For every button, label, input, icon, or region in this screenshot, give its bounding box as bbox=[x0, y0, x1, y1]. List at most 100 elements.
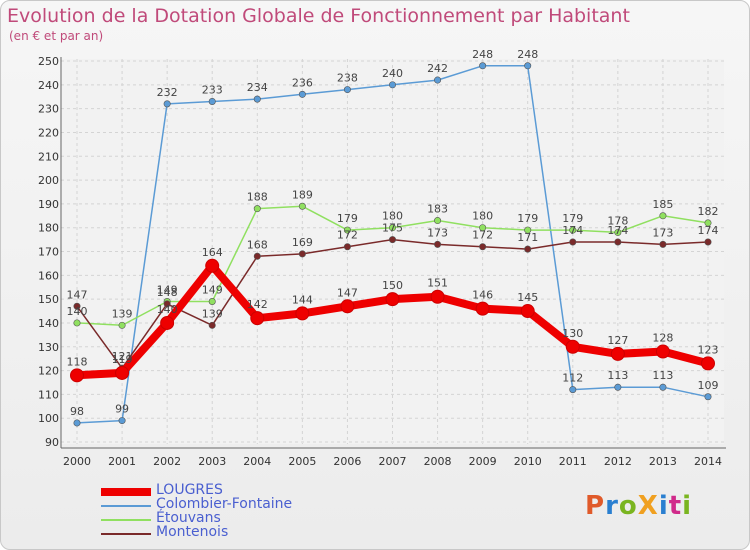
data-label: 174 bbox=[607, 224, 628, 237]
data-point bbox=[704, 393, 712, 401]
x-tick-label: 2010 bbox=[514, 455, 542, 468]
x-tick-label: 2003 bbox=[198, 455, 226, 468]
x-tick-label: 2007 bbox=[379, 455, 407, 468]
data-point bbox=[208, 321, 216, 329]
data-label: 149 bbox=[202, 284, 223, 297]
data-label: 173 bbox=[427, 226, 448, 239]
x-tick-label: 2011 bbox=[559, 455, 587, 468]
data-label: 240 bbox=[382, 67, 403, 80]
data-label: 189 bbox=[292, 188, 313, 201]
data-point bbox=[524, 245, 532, 253]
data-point bbox=[569, 226, 577, 234]
y-tick-label: 150 bbox=[38, 293, 59, 306]
data-point bbox=[253, 252, 261, 260]
legend-swatch bbox=[101, 533, 151, 535]
legend-swatch bbox=[101, 505, 151, 507]
data-point bbox=[253, 205, 261, 213]
data-point bbox=[118, 417, 126, 425]
y-tick-label: 110 bbox=[38, 388, 59, 401]
y-tick-label: 230 bbox=[38, 103, 59, 116]
data-label: 128 bbox=[652, 332, 673, 345]
data-point bbox=[385, 292, 400, 307]
chart-title: Evolution de la Dotation Globale de Fonc… bbox=[7, 5, 630, 27]
data-point bbox=[298, 90, 306, 98]
data-point bbox=[343, 226, 351, 234]
logo-letter: i bbox=[658, 491, 669, 521]
data-label: 242 bbox=[427, 62, 448, 75]
data-label: 169 bbox=[292, 236, 313, 249]
data-label: 121 bbox=[112, 350, 133, 363]
data-label: 140 bbox=[157, 303, 178, 316]
y-tick-label: 190 bbox=[38, 198, 59, 211]
data-point bbox=[160, 315, 175, 330]
data-point bbox=[704, 238, 712, 246]
data-point bbox=[479, 62, 487, 70]
x-tick-label: 2004 bbox=[243, 455, 271, 468]
data-label: 178 bbox=[607, 214, 628, 227]
data-label: 188 bbox=[247, 191, 268, 204]
data-point bbox=[475, 301, 490, 316]
data-point bbox=[73, 319, 81, 327]
data-point bbox=[70, 368, 84, 383]
y-tick-label: 100 bbox=[38, 412, 59, 425]
data-label: 139 bbox=[112, 307, 133, 320]
data-label: 164 bbox=[202, 246, 223, 259]
data-label: 99 bbox=[115, 403, 129, 416]
data-point bbox=[295, 306, 310, 321]
data-label: 147 bbox=[337, 286, 358, 299]
x-tick-label: 2000 bbox=[63, 455, 91, 468]
data-label: 151 bbox=[427, 277, 448, 290]
y-tick-label: 140 bbox=[38, 317, 59, 330]
data-point bbox=[118, 321, 126, 329]
y-tick-label: 160 bbox=[38, 269, 59, 282]
data-point bbox=[434, 240, 442, 248]
data-label: 174 bbox=[562, 224, 583, 237]
data-point bbox=[704, 219, 712, 227]
data-point bbox=[659, 383, 667, 391]
data-point bbox=[569, 386, 577, 394]
data-point bbox=[163, 300, 171, 308]
data-point bbox=[701, 356, 715, 371]
data-point bbox=[479, 243, 487, 251]
data-label: 172 bbox=[337, 229, 358, 242]
data-point bbox=[298, 250, 306, 258]
data-point bbox=[434, 217, 442, 225]
data-label: 118 bbox=[67, 355, 88, 368]
logo-letter: t bbox=[668, 491, 683, 521]
y-tick-label: 130 bbox=[38, 341, 59, 354]
data-label: 179 bbox=[337, 212, 358, 225]
y-tick-label: 220 bbox=[38, 126, 59, 139]
series bbox=[70, 62, 715, 427]
chart-subtitle: (en € et par an) bbox=[9, 29, 104, 43]
data-point bbox=[434, 76, 442, 84]
data-label: 171 bbox=[517, 231, 538, 244]
x-tick-label: 2006 bbox=[333, 455, 361, 468]
legend-label: LOUGRES bbox=[156, 482, 223, 498]
data-label: 130 bbox=[562, 327, 583, 340]
data-point bbox=[115, 365, 130, 380]
data-point bbox=[614, 238, 622, 246]
y-tick-label: 170 bbox=[38, 246, 59, 259]
data-label: 142 bbox=[247, 298, 268, 311]
data-label: 145 bbox=[517, 291, 538, 304]
data-label: 238 bbox=[337, 72, 358, 85]
y-tick-label: 120 bbox=[38, 365, 59, 378]
data-label: 234 bbox=[247, 81, 268, 94]
x-tick-label: 2008 bbox=[424, 455, 452, 468]
data-point bbox=[610, 346, 625, 361]
data-label: 180 bbox=[472, 210, 493, 223]
data-point bbox=[298, 202, 306, 210]
data-point bbox=[659, 240, 667, 248]
data-label: 179 bbox=[517, 212, 538, 225]
x-tick-label: 2005 bbox=[288, 455, 316, 468]
proxiti-logo: ProXiti bbox=[585, 491, 692, 521]
y-tick-label: 240 bbox=[38, 79, 59, 92]
data-label: 109 bbox=[698, 379, 719, 392]
data-label: 98 bbox=[70, 405, 84, 418]
data-point bbox=[205, 258, 220, 273]
data-label: 233 bbox=[202, 83, 223, 96]
logo-letter: P bbox=[585, 491, 606, 521]
y-tick-label: 250 bbox=[38, 55, 59, 68]
